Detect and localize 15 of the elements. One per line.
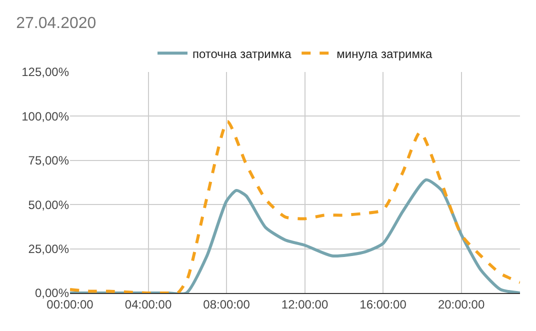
x-tick-label: 08:00:00	[203, 297, 250, 312]
legend-label: минула затримка	[336, 46, 432, 61]
y-tick-label: 125,00%	[22, 65, 70, 80]
x-tick-label: 12:00:00	[281, 297, 328, 312]
legend-label: поточна затримка	[192, 46, 292, 61]
y-tick-label: 100,00%	[22, 109, 70, 124]
y-tick-label: 25,00%	[28, 242, 70, 256]
x-tick-label: 16:00:00	[360, 297, 407, 312]
y-tick-label: 50,00%	[28, 198, 70, 212]
line-series	[70, 178, 520, 293]
y-tick-label: 75,00%	[28, 154, 70, 168]
x-tick-label: 04:00:00	[124, 297, 172, 312]
x-tick-label: 20:00:00	[438, 297, 485, 312]
line-series	[70, 120, 520, 293]
chart-title: 27.04.2020	[16, 14, 96, 32]
